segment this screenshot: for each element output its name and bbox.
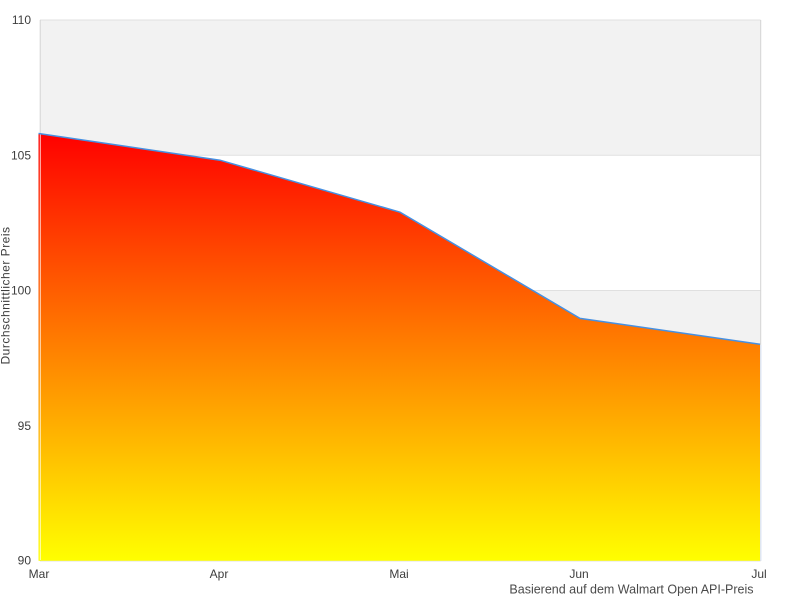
svg-text:Apr: Apr [210,567,229,581]
svg-text:105: 105 [11,149,31,163]
svg-text:Jul: Jul [751,567,766,581]
svg-text:100: 100 [11,284,31,298]
svg-text:Mar: Mar [29,567,50,581]
svg-text:Durchschnittlicher Preis: Durchschnittlicher Preis [0,226,13,364]
svg-text:Basierend auf dem Walmart Open: Basierend auf dem Walmart Open API-Preis [509,583,753,597]
svg-text:Mai: Mai [389,567,408,581]
svg-text:95: 95 [18,419,32,433]
svg-text:Jun: Jun [569,567,588,581]
svg-text:90: 90 [18,554,32,568]
svg-text:110: 110 [12,13,31,27]
